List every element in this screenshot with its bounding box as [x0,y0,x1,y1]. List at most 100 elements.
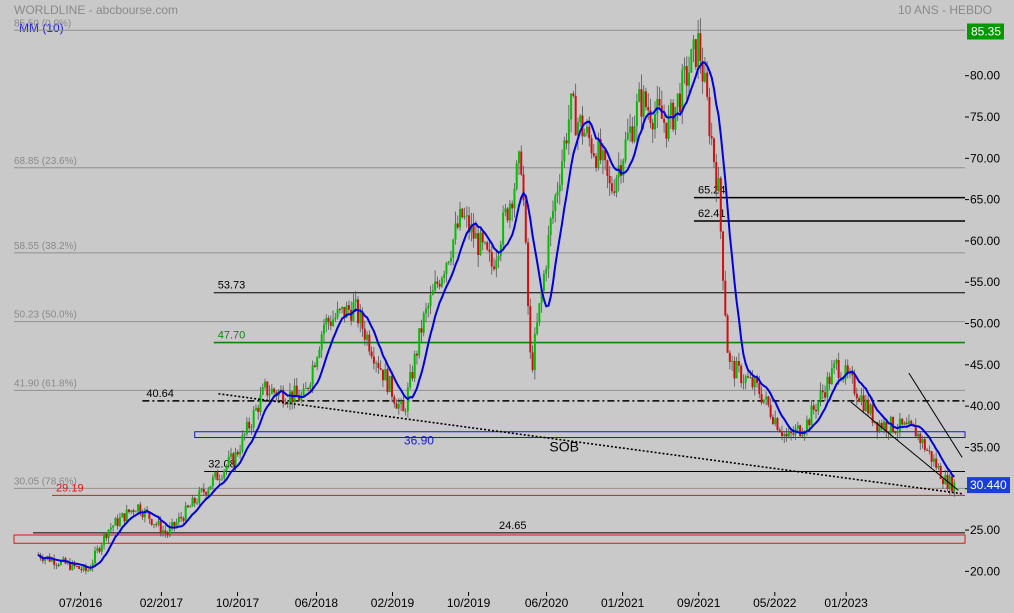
candle-202 [495,260,498,270]
candle-19 [80,569,83,571]
candle-184 [454,223,457,240]
candle-346 [821,390,824,393]
candle-290 [694,39,697,68]
candle-187 [461,208,464,218]
candle-75 [207,489,210,495]
x-tick-label-1: 02/2017 [140,596,184,610]
candle-374 [885,421,888,432]
candle-90 [241,435,244,452]
candle-295 [706,72,709,97]
y-tick-label-12: 80.00 [970,69,1000,83]
candle-28 [100,544,103,552]
candle-54 [159,520,162,533]
y-tick-label-9: 65.00 [970,193,1000,207]
candle-350 [830,368,833,385]
candle-11 [62,558,65,561]
candle-40 [127,509,130,513]
x-tick-label-4: 02/2019 [371,596,415,610]
candle-270 [649,110,652,123]
candle-297 [710,136,713,139]
candle-244 [590,138,593,154]
candle-89 [239,451,242,455]
candle-103 [270,388,273,394]
x-tick-label-0: 07/2016 [59,596,103,610]
candle-6 [50,558,53,562]
candle-30 [105,533,108,539]
candle-217 [529,306,532,353]
candle-326 [776,418,779,430]
candle-67 [189,506,192,508]
candle-286 [685,66,688,86]
candle-8 [55,564,58,566]
candle-88 [236,451,239,455]
y-tick-label-0: 20.00 [970,564,1000,578]
candle-363 [860,395,863,402]
candle-329 [783,433,786,437]
candle-353 [837,360,840,378]
candle-121 [311,365,314,385]
candle-271 [651,122,654,130]
candle-21 [84,565,87,571]
candle-367 [869,404,872,414]
candle-397 [937,466,940,468]
candle-383 [905,422,908,425]
candle-211 [515,163,518,189]
candle-225 [547,235,550,269]
candle-145 [366,334,369,340]
candle-22 [87,570,90,572]
candle-36 [118,517,121,526]
candle-132 [336,308,339,318]
candle-195 [479,232,482,256]
candle-298 [712,138,715,162]
level-label-4: 40.64 [146,388,174,400]
x-tick-label-7: 01/2021 [601,596,645,610]
candle-241 [583,132,586,137]
candle-10 [59,560,62,565]
level-label-2: 53.73 [218,280,246,292]
candle-382 [903,422,906,425]
candle-182 [449,257,452,262]
candle-348 [826,376,829,398]
candle-234 [567,119,570,144]
candle-255 [615,177,618,193]
candle-314 [749,377,752,379]
candle-390 [921,439,924,444]
candle-252 [608,175,611,184]
candle-212 [517,151,520,164]
candle-143 [361,311,364,329]
candle-381 [901,418,904,425]
candle-332 [790,431,793,434]
fib-label-2: 58.55 (38.2%) [14,241,77,252]
candle-322 [767,396,770,406]
candle-165 [411,372,414,379]
candle-384 [907,420,910,425]
candle-362 [858,398,861,402]
candle-317 [756,378,759,384]
candle-91 [243,433,246,436]
candle-69 [193,497,196,504]
candle-104 [273,388,276,393]
level-label-7: 24.65 [499,520,527,532]
candle-227 [551,210,554,219]
candle-26 [96,548,99,551]
candle-259 [624,139,627,161]
candle-341 [810,405,813,426]
candle-292 [699,33,702,61]
candle-135 [343,306,346,318]
candle-131 [334,317,337,320]
candle-328 [780,432,783,437]
last-price-label: 85.35 [971,25,1001,39]
y-tick-label-10: 70.00 [970,151,1000,165]
candle-191 [470,224,473,233]
candle-37 [121,513,124,518]
candle-144 [363,328,366,340]
level-label-1: 62.41 [698,208,726,220]
candle-304 [726,315,729,353]
candle-266 [640,89,643,117]
candle-247 [597,139,600,168]
candle-377 [892,416,895,433]
candle-119 [307,388,310,390]
candle-399 [941,479,944,485]
candle-324 [771,417,774,424]
